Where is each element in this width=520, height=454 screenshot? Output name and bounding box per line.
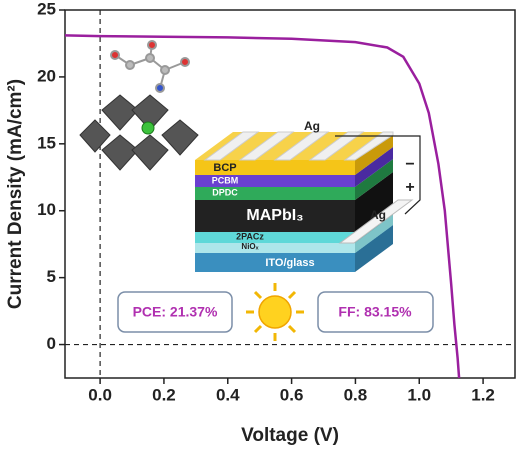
- layer-stack: [195, 131, 421, 272]
- layer-label: PCBM: [212, 175, 239, 185]
- y-tick-label: 10: [37, 200, 56, 219]
- layer-label: Ag: [304, 119, 320, 133]
- layer-label: NiOₓ: [241, 242, 258, 251]
- layer-label: 2PACz: [236, 231, 264, 241]
- y-tick-label: 5: [47, 267, 56, 286]
- ff-box: [317, 291, 434, 333]
- jv-curve: [64, 34, 461, 379]
- perovskite-icon: [79, 94, 199, 171]
- y-tick-label: 25: [37, 0, 56, 18]
- schematic-labels: Ag BCP PCBM DPDC MAPbI₃ 2PACz NiOₓ ITO/g…: [212, 119, 415, 269]
- x-axis-title: Voltage (V): [241, 425, 339, 446]
- polarity-label: +: [405, 179, 414, 196]
- layer-label: MAPbI₃: [246, 207, 303, 224]
- layer-label: Ag: [370, 208, 386, 222]
- layer-label: DPDC: [212, 187, 238, 197]
- x-tick-label: 0.2: [152, 385, 176, 404]
- polarity-label: −: [405, 156, 414, 173]
- annotation: FF: 83.15%: [338, 304, 412, 320]
- annotation: PCE: 21.37%: [133, 304, 218, 320]
- y-tick-label: 0: [47, 334, 56, 353]
- device-schematic: [79, 40, 434, 341]
- x-tick-label: 0.6: [280, 385, 304, 404]
- layer-label: ITO/glass: [265, 257, 314, 269]
- y-tick-label: 15: [37, 133, 56, 152]
- x-tick-label: 1.0: [407, 385, 431, 404]
- y-axis-title: Current Density (mA/cm²): [5, 79, 26, 309]
- pce-box: [117, 291, 233, 333]
- layer-label: BCP: [213, 162, 236, 174]
- sun-icon: [246, 283, 304, 341]
- x-tick-label: 0.0: [88, 385, 112, 404]
- x-tick-label: 1.2: [471, 385, 495, 404]
- x-tick-label: 0.4: [216, 385, 240, 404]
- molecule-icon: [110, 40, 190, 93]
- x-tick-label: 0.8: [344, 385, 368, 404]
- y-tick-label: 20: [37, 66, 56, 85]
- plot-frame: [64, 9, 516, 379]
